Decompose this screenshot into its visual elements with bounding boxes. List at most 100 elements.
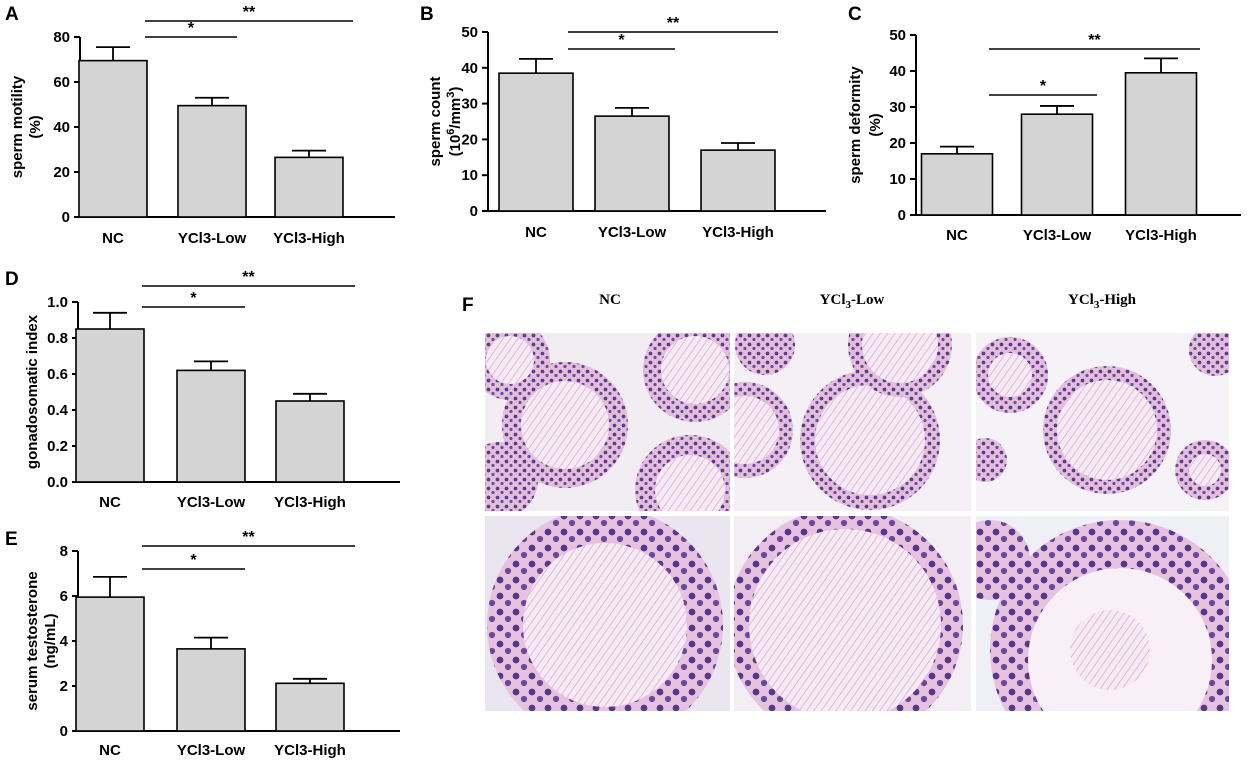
bar [275, 400, 345, 483]
y-axis-label: serum testosterone [24, 571, 41, 710]
significance-mark: ** [1088, 32, 1101, 49]
histology-image-nc-low-mag [485, 333, 730, 511]
y-tick-label: 0 [898, 207, 906, 224]
chart-panel-a: A 0 20 40 60 80 sperm motility (%) NC YCl3-Low YCl… [5, 4, 395, 247]
bar [275, 682, 345, 732]
histology-panel: F NC YCl3-Low YCl3-High [462, 292, 1229, 711]
histology-image-ycl3-low-low-mag [734, 333, 971, 511]
y-axis-label: sperm count [427, 76, 444, 166]
bar [75, 328, 145, 483]
y-tick-label: 50 [889, 27, 906, 44]
y-tick-label: 60 [53, 74, 70, 91]
x-category-label: NC [102, 230, 124, 247]
bar [177, 104, 247, 218]
significance-mark: ** [667, 15, 680, 32]
x-category-label: YCl3-Low [177, 742, 246, 759]
chart-panel-e: E 0 2 4 6 8 serum testosterone (ng/mL) NC YCl3-Lo… [5, 529, 400, 759]
bar [498, 72, 574, 212]
significance-mark: ** [242, 269, 255, 286]
bar [594, 115, 670, 212]
panel-letter: E [5, 529, 18, 550]
chart-panel-c: C 0 10 20 30 40 50 sperm deformity (%) NC YCl3-Low… [847, 4, 1241, 244]
chart-panel-d: D 0.0 0.2 0.4 0.6 0.8 1.0 gonadosomatic index NC… [5, 269, 400, 511]
histology-image-ycl3-high-high-mag [976, 516, 1229, 711]
x-category-label: YCl3-High [274, 494, 346, 511]
bar [1020, 113, 1094, 216]
y-tick-label: 10 [461, 167, 478, 184]
y-tick-label: 8 [60, 543, 68, 560]
y-axis-label: sperm deformity [847, 66, 864, 184]
bar [75, 596, 145, 732]
y-axis-unit: (ng/mL) [42, 614, 59, 669]
x-category-label: YCl3-High [274, 742, 346, 759]
y-tick-label: 40 [889, 63, 906, 80]
bar [176, 369, 246, 483]
y-tick-label: 30 [889, 99, 906, 116]
histology-title-nc: NC [599, 292, 621, 308]
x-category-label: NC [946, 227, 968, 244]
x-category-label: YCl3-Low [177, 494, 246, 511]
panel-letter: C [848, 4, 862, 25]
x-category-label: YCl3-High [702, 224, 774, 241]
significance-mark: ** [243, 4, 256, 21]
y-tick-label: 0 [470, 203, 478, 220]
chart-panel-b: B 0 10 20 30 40 50 sperm count (106/mm3) NC YCl3-L… [420, 4, 826, 241]
y-tick-label: 2 [60, 678, 68, 695]
y-tick-label: 0.8 [47, 330, 68, 347]
significance-mark: * [1040, 78, 1047, 95]
significance-mark: * [618, 32, 625, 49]
panel-letter: D [5, 269, 19, 290]
y-tick-label: 6 [60, 588, 68, 605]
x-category-label: YCl3-Low [598, 224, 667, 241]
y-tick-label: 0.2 [47, 438, 68, 455]
y-tick-label: 20 [461, 131, 478, 148]
y-axis-label: gonadosomatic index [24, 314, 41, 469]
y-axis-unit: (%) [867, 113, 884, 136]
significance-mark: * [188, 20, 195, 37]
y-tick-label: 4 [60, 633, 69, 650]
y-tick-label: 30 [461, 96, 478, 113]
significance-mark: * [190, 290, 197, 307]
bar [700, 149, 776, 212]
x-category-label: YCl3-Low [178, 230, 247, 247]
y-tick-label: 40 [461, 60, 478, 77]
y-tick-label: 80 [53, 29, 70, 46]
y-tick-label: 10 [889, 171, 906, 188]
y-axis-unit: (106/mm3) [445, 87, 464, 157]
y-tick-label: 0 [62, 209, 70, 226]
y-tick-label: 40 [53, 119, 70, 136]
bar [176, 648, 246, 732]
y-axis-unit: (%) [27, 115, 44, 138]
histology-title-ycl3-high: YCl3-High [1068, 292, 1137, 311]
x-category-label: NC [99, 494, 121, 511]
histology-image-ycl3-low-high-mag [734, 516, 971, 711]
histology-image-nc-high-mag [485, 516, 730, 711]
bar [78, 59, 148, 218]
bar [274, 156, 344, 218]
y-tick-label: 0.6 [47, 366, 68, 383]
panel-letter-f: F [462, 295, 474, 316]
bar [920, 153, 994, 216]
y-tick-label: 50 [461, 24, 478, 41]
panel-letter: B [420, 4, 434, 25]
panel-letter: A [5, 4, 19, 25]
x-category-label: YCl3-High [1125, 227, 1197, 244]
histology-image-ycl3-high-low-mag [976, 333, 1229, 511]
y-tick-label: 1.0 [47, 294, 68, 311]
bar [1124, 72, 1198, 216]
y-tick-label: 0.4 [47, 402, 69, 419]
y-tick-label: 0 [60, 723, 68, 740]
significance-mark: * [190, 552, 197, 569]
histology-title-ycl3-low: YCl3-Low [820, 292, 885, 311]
x-category-label: YCl3-Low [1023, 227, 1092, 244]
y-axis-label: sperm motility [9, 75, 26, 178]
y-tick-label: 20 [53, 164, 70, 181]
x-category-label: YCl3-High [273, 230, 345, 247]
y-tick-label: 0.0 [47, 474, 68, 491]
y-tick-label: 20 [889, 135, 906, 152]
x-category-label: NC [99, 742, 121, 759]
significance-mark: ** [242, 529, 255, 546]
x-category-label: NC [525, 224, 547, 241]
